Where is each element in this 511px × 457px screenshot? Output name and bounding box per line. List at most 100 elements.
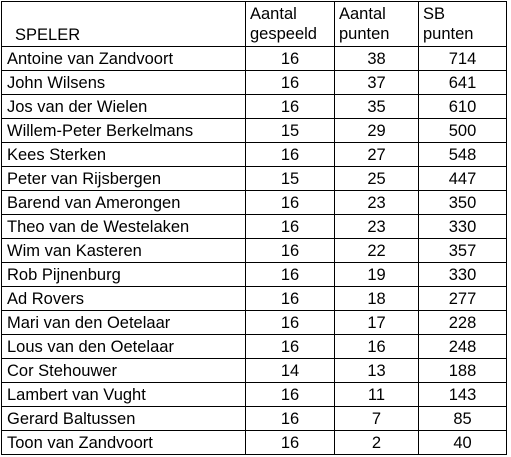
cell-player-name[interactable]: Toon van Zandvoort <box>1 430 246 455</box>
cell-player-name[interactable]: Jos van der Wielen <box>1 94 246 119</box>
cell-points[interactable]: 38 <box>334 46 419 71</box>
table-row: Kees Sterken 16 27 548 <box>1 142 507 167</box>
header-aantal-punten[interactable]: Aantal punten <box>334 1 419 47</box>
cell-games-played[interactable]: 16 <box>245 406 335 431</box>
table-row: Antoine van Zandvoort 16 38 714 <box>1 46 507 71</box>
cell-player-name[interactable]: Ad Rovers <box>1 286 246 311</box>
cell-points[interactable]: 7 <box>334 406 419 431</box>
cell-games-played[interactable]: 16 <box>245 214 335 239</box>
cell-points[interactable]: 27 <box>334 142 419 167</box>
cell-points[interactable]: 11 <box>334 382 419 407</box>
cell-points[interactable]: 2 <box>334 430 419 455</box>
cell-games-played[interactable]: 15 <box>245 166 335 191</box>
header-sb-punten-line1: SB <box>423 5 446 23</box>
cell-points[interactable]: 18 <box>334 286 419 311</box>
table-row: Jos van der Wielen 16 35 610 <box>1 94 507 119</box>
table-row: John Wilsens 16 37 641 <box>1 70 507 95</box>
cell-points[interactable]: 19 <box>334 262 419 287</box>
cell-games-played[interactable]: 16 <box>245 190 335 215</box>
header-aantal-punten-label: Aantal punten <box>336 4 418 46</box>
header-aantal-gespeeld-label: Aantal gespeeld <box>247 4 334 46</box>
cell-games-played[interactable]: 16 <box>245 430 335 455</box>
cell-sb-points[interactable]: 248 <box>418 334 507 359</box>
table-row: Wim van Kasteren 16 22 357 <box>1 238 507 263</box>
cell-sb-points[interactable]: 228 <box>418 310 507 335</box>
cell-games-played[interactable]: 16 <box>245 286 335 311</box>
cell-player-name[interactable]: Gerard Baltussen <box>1 406 246 431</box>
header-sb-punten-label: SB punten <box>420 4 506 46</box>
cell-sb-points[interactable]: 500 <box>418 118 507 143</box>
cell-games-played[interactable]: 16 <box>245 310 335 335</box>
cell-points[interactable]: 16 <box>334 334 419 359</box>
cell-sb-points[interactable]: 641 <box>418 70 507 95</box>
cell-sb-points[interactable]: 714 <box>418 46 507 71</box>
cell-player-name[interactable]: Barend van Amerongen <box>1 190 246 215</box>
header-aantal-gespeeld[interactable]: Aantal gespeeld <box>245 1 335 47</box>
cell-points[interactable]: 25 <box>334 166 419 191</box>
cell-points[interactable]: 29 <box>334 118 419 143</box>
table-row: Barend van Amerongen 16 23 350 <box>1 190 507 215</box>
cell-games-played[interactable]: 14 <box>245 358 335 383</box>
table-row: Theo van de Westelaken 16 23 330 <box>1 214 507 239</box>
cell-player-name[interactable]: Rob Pijnenburg <box>1 262 246 287</box>
header-sb-punten-line2: punten <box>423 25 474 43</box>
cell-points[interactable]: 37 <box>334 70 419 95</box>
cell-games-played[interactable]: 16 <box>245 46 335 71</box>
table-row: Rob Pijnenburg 16 19 330 <box>1 262 507 287</box>
cell-points[interactable]: 35 <box>334 94 419 119</box>
cell-sb-points[interactable]: 188 <box>418 358 507 383</box>
header-sb-punten[interactable]: SB punten <box>418 1 507 47</box>
header-speler-label: SPELER <box>15 26 81 44</box>
table-row: Mari van den Oetelaar 16 17 228 <box>1 310 507 335</box>
cell-player-name[interactable]: Peter van Rijsbergen <box>1 166 246 191</box>
table-row: Peter van Rijsbergen 15 25 447 <box>1 166 507 191</box>
table-body: Antoine van Zandvoort 16 38 714 John Wil… <box>1 46 507 455</box>
cell-sb-points[interactable]: 330 <box>418 262 507 287</box>
cell-player-name[interactable]: John Wilsens <box>1 70 246 95</box>
header-aantal-gespeeld-line1: Aantal <box>250 5 297 23</box>
cell-points[interactable]: 22 <box>334 238 419 263</box>
cell-games-played[interactable]: 16 <box>245 94 335 119</box>
cell-player-name[interactable]: Antoine van Zandvoort <box>1 46 246 71</box>
header-aantal-punten-line2: punten <box>339 25 390 43</box>
cell-player-name[interactable]: Theo van de Westelaken <box>1 214 246 239</box>
cell-player-name[interactable]: Wim van Kasteren <box>1 238 246 263</box>
cell-games-played[interactable]: 16 <box>245 334 335 359</box>
cell-points[interactable]: 23 <box>334 190 419 215</box>
cell-games-played[interactable]: 16 <box>245 382 335 407</box>
table-row: Lous van den Oetelaar 16 16 248 <box>1 334 507 359</box>
cell-player-name[interactable]: Cor Stehouwer <box>1 358 246 383</box>
table-row: Lambert van Vught 16 11 143 <box>1 382 507 407</box>
cell-sb-points[interactable]: 330 <box>418 214 507 239</box>
cell-sb-points[interactable]: 357 <box>418 238 507 263</box>
cell-player-name[interactable]: Willem-Peter Berkelmans <box>1 118 246 143</box>
cell-sb-points[interactable]: 277 <box>418 286 507 311</box>
cell-player-name[interactable]: Kees Sterken <box>1 142 246 167</box>
cell-sb-points[interactable]: 85 <box>418 406 507 431</box>
table-row: Cor Stehouwer 14 13 188 <box>1 358 507 383</box>
cell-games-played[interactable]: 16 <box>245 238 335 263</box>
table-row: Willem-Peter Berkelmans 15 29 500 <box>1 118 507 143</box>
cell-games-played[interactable]: 15 <box>245 118 335 143</box>
table-row: Gerard Baltussen 16 7 85 <box>1 406 507 431</box>
cell-player-name[interactable]: Mari van den Oetelaar <box>1 310 246 335</box>
cell-sb-points[interactable]: 143 <box>418 382 507 407</box>
header-aantal-punten-line1: Aantal <box>339 5 386 23</box>
cell-points[interactable]: 17 <box>334 310 419 335</box>
cell-points[interactable]: 13 <box>334 358 419 383</box>
cell-player-name[interactable]: Lambert van Vught <box>1 382 246 407</box>
cell-sb-points[interactable]: 447 <box>418 166 507 191</box>
table-row: Toon van Zandvoort 16 2 40 <box>1 430 507 455</box>
cell-games-played[interactable]: 16 <box>245 70 335 95</box>
cell-points[interactable]: 23 <box>334 214 419 239</box>
cell-games-played[interactable]: 16 <box>245 262 335 287</box>
header-aantal-gespeeld-line2: gespeeld <box>250 25 317 43</box>
cell-sb-points[interactable]: 548 <box>418 142 507 167</box>
cell-sb-points[interactable]: 610 <box>418 94 507 119</box>
header-speler[interactable]: SPELER <box>1 1 246 47</box>
cell-sb-points[interactable]: 40 <box>418 430 507 455</box>
cell-player-name[interactable]: Lous van den Oetelaar <box>1 334 246 359</box>
cell-games-played[interactable]: 16 <box>245 142 335 167</box>
cell-sb-points[interactable]: 350 <box>418 190 507 215</box>
